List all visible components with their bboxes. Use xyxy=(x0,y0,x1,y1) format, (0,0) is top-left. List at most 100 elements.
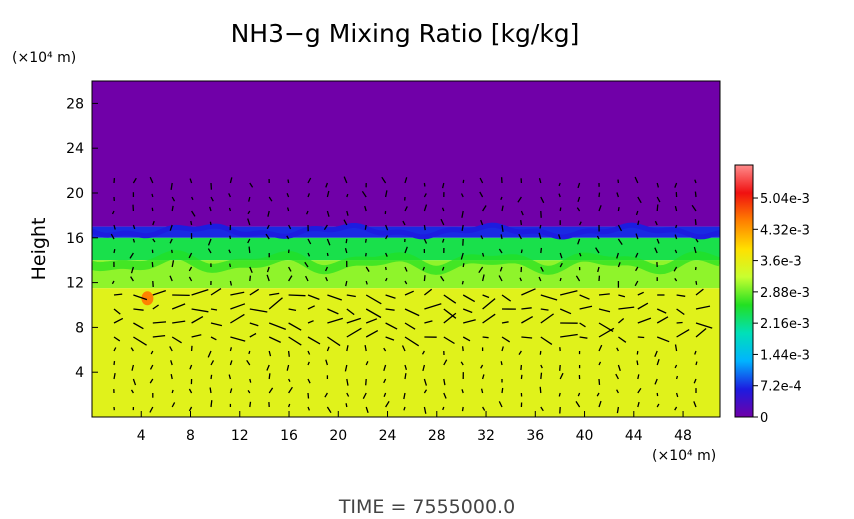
velocity-vector xyxy=(191,308,209,313)
velocity-vector xyxy=(461,210,464,218)
velocity-vector xyxy=(656,308,667,314)
velocity-vector xyxy=(268,350,272,357)
velocity-vector xyxy=(423,182,426,187)
velocity-vector xyxy=(598,344,603,352)
velocity-vector xyxy=(249,275,252,282)
velocity-vector xyxy=(381,176,387,184)
velocity-vector xyxy=(693,378,697,384)
velocity-vector xyxy=(305,275,309,282)
y-unit-label: (×10⁴ m) xyxy=(12,50,76,66)
velocity-vector xyxy=(674,364,678,369)
colorbar-tick-label: 5.04e-3 xyxy=(760,192,810,207)
velocity-vector xyxy=(423,204,428,212)
velocity-vector xyxy=(695,280,698,285)
velocity-vector xyxy=(501,321,509,324)
velocity-vector xyxy=(288,378,291,382)
velocity-vector xyxy=(170,182,173,191)
velocity-vector xyxy=(323,224,328,231)
velocity-vector xyxy=(288,266,292,272)
velocity-vector xyxy=(479,191,484,198)
velocity-vector xyxy=(520,249,523,254)
velocity-vector xyxy=(171,260,175,268)
velocity-vector xyxy=(384,266,387,271)
time-label: TIME = 7555000.0 xyxy=(338,496,515,518)
x-tick-label: 12 xyxy=(231,428,249,444)
velocity-vector xyxy=(519,277,522,282)
y-axis-label: Height xyxy=(28,218,50,281)
velocity-vector xyxy=(133,322,144,330)
velocity-vector xyxy=(189,178,193,184)
velocity-vector xyxy=(579,305,593,310)
velocity-vector xyxy=(559,308,572,315)
velocity-vector xyxy=(385,336,395,341)
velocity-vector xyxy=(113,224,116,230)
velocity-vector xyxy=(637,336,645,339)
velocity-vector xyxy=(460,193,464,198)
velocity-vector xyxy=(441,266,445,271)
velocity-vector xyxy=(346,317,362,324)
velocity-vector xyxy=(361,190,367,198)
velocity-vector xyxy=(440,218,445,226)
velocity-vector xyxy=(540,313,554,324)
velocity-vector xyxy=(518,233,522,240)
velocity-vector xyxy=(228,193,231,198)
velocity-vector xyxy=(617,206,620,212)
velocity-vector xyxy=(385,235,389,240)
velocity-vector xyxy=(636,360,639,366)
velocity-vector xyxy=(635,266,639,272)
velocity-vector xyxy=(598,205,602,212)
velocity-vector xyxy=(442,406,445,411)
colorbar-tick-label: 2.16e-3 xyxy=(760,317,810,332)
velocity-vector xyxy=(133,308,144,311)
velocity-vector xyxy=(579,336,588,339)
velocity-vector xyxy=(151,193,154,198)
velocity-vector xyxy=(385,252,388,257)
velocity-vector xyxy=(693,246,697,254)
velocity-vector xyxy=(656,196,661,203)
velocity-vector xyxy=(383,392,387,398)
velocity-vector xyxy=(618,294,626,298)
velocity-vector xyxy=(461,224,464,232)
velocity-vector xyxy=(441,182,445,189)
velocity-vector xyxy=(694,179,697,184)
velocity-vector xyxy=(498,401,503,408)
velocity-vector xyxy=(191,288,209,296)
velocity-vector xyxy=(346,345,349,352)
velocity-vector xyxy=(462,294,476,303)
velocity-vector xyxy=(462,263,465,268)
velocity-vector xyxy=(385,400,390,408)
velocity-vector xyxy=(480,219,484,226)
velocity-vector xyxy=(304,261,309,268)
velocity-vector xyxy=(111,280,115,285)
velocity-vector xyxy=(189,364,193,370)
velocity-vector xyxy=(656,182,660,188)
velocity-vector xyxy=(249,332,257,338)
velocity-vector xyxy=(404,373,407,380)
velocity-vector xyxy=(346,392,350,397)
velocity-vector xyxy=(113,372,116,380)
velocity-vector xyxy=(501,294,512,302)
velocity-vector xyxy=(188,388,193,394)
velocity-vector xyxy=(521,288,536,296)
velocity-vector xyxy=(404,177,408,184)
velocity-vector xyxy=(324,392,328,398)
colorbar-tick-label: 7.2e-4 xyxy=(760,380,802,395)
velocity-vector xyxy=(113,336,121,342)
velocity-vector xyxy=(695,328,707,338)
velocity-vector xyxy=(287,350,290,357)
velocity-vector xyxy=(229,235,232,240)
velocity-vector xyxy=(461,346,464,352)
velocity-vector xyxy=(113,308,121,315)
velocity-vector xyxy=(307,252,311,257)
velocity-vector xyxy=(462,336,471,342)
velocity-vector xyxy=(674,278,678,282)
velocity-vector xyxy=(691,204,697,212)
velocity-vector xyxy=(268,297,283,310)
velocity-vector xyxy=(169,238,173,244)
velocity-vector xyxy=(539,224,542,229)
velocity-vector xyxy=(346,294,356,298)
x-tick-label: 8 xyxy=(186,428,195,444)
velocity-vector xyxy=(404,246,408,254)
velocity-vector xyxy=(365,252,367,257)
velocity-vector xyxy=(617,238,623,245)
